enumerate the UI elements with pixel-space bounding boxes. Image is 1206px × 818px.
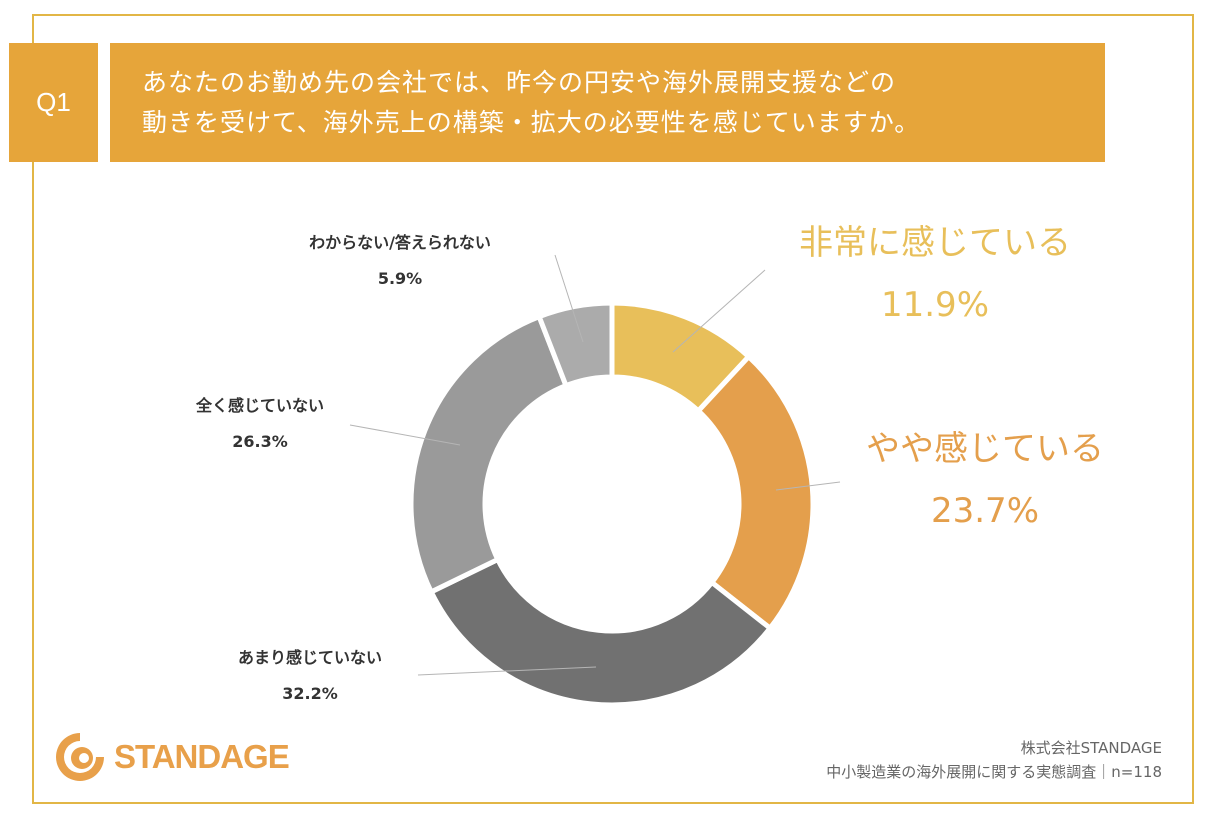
- label-value: 23.7%: [930, 491, 1039, 531]
- label-not-at-all: 全く感じていない 26.3%: [150, 388, 370, 460]
- leader-line-4: [554, 254, 584, 343]
- standage-logo: STANDAGE: [54, 731, 290, 783]
- label-name: わからない/答えられない: [309, 233, 491, 252]
- leader-line-0: [672, 269, 766, 353]
- label-name: あまり感じていない: [237, 648, 382, 667]
- donut-slice-4: [535, 300, 615, 389]
- label-value: 5.9%: [377, 269, 423, 288]
- title-line-2: 動きを受けて、海外売上の構築・拡大の必要性を感じていますか。: [142, 108, 921, 137]
- leader-line-3: [349, 424, 461, 446]
- logo-mark-icon: [56, 733, 104, 781]
- logo-text: STANDAGE: [114, 738, 290, 775]
- footer-source: 株式会社STANDAGE 中小製造業の海外展開に関する実態調査｜n=118: [826, 736, 1162, 784]
- footer-company: 株式会社STANDAGE: [1020, 739, 1162, 757]
- question-title: あなたのお勤め先の会社では、昨今の円安や海外展開支援などの 動きを受けて、海外売…: [110, 43, 1105, 162]
- label-name: 全く感じていない: [195, 396, 324, 415]
- label-somewhat: やや感じている 23.7%: [840, 418, 1130, 542]
- donut-slice-2: [427, 556, 774, 708]
- leader-line-2: [417, 666, 597, 676]
- label-value: 11.9%: [880, 285, 989, 325]
- label-value: 26.3%: [232, 432, 288, 451]
- donut-slice-3: [408, 313, 570, 596]
- label-value: 32.2%: [282, 684, 338, 703]
- chart-frame: [32, 14, 1194, 804]
- label-very-much: 非常に感じている 11.9%: [780, 212, 1090, 336]
- donut-slice-1: [694, 353, 816, 632]
- label-name: 非常に感じている: [799, 223, 1071, 263]
- label-not-much: あまり感じていない 32.2%: [190, 640, 430, 712]
- label-name: やや感じている: [866, 429, 1104, 469]
- footer-survey: 中小製造業の海外展開に関する実態調査｜n=118: [826, 763, 1162, 781]
- title-line-1: あなたのお勤め先の会社では、昨今の円安や海外展開支援などの: [142, 68, 897, 97]
- question-number: Q1: [9, 43, 98, 162]
- question-number-text: Q1: [36, 87, 71, 117]
- label-dont-know: わからない/答えられない 5.9%: [255, 225, 545, 297]
- leader-line-1: [775, 481, 841, 491]
